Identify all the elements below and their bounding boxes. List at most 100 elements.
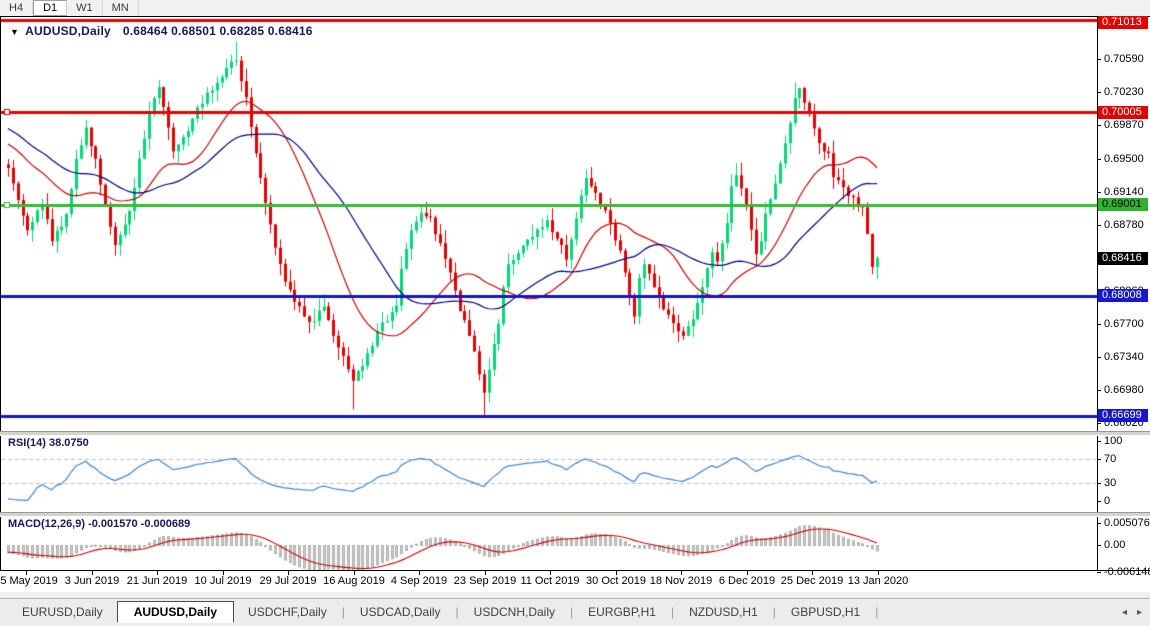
time-axis-strip [0, 571, 1150, 592]
date-label: 3 Jun 2019 [64, 575, 120, 587]
date-label: 10 Jul 2019 [194, 575, 252, 587]
date-label: 11 Oct 2019 [520, 575, 580, 587]
macd-tick-mark [1097, 523, 1101, 524]
date-label: 16 Aug 2019 [323, 575, 385, 587]
date-label: 4 Sep 2019 [390, 575, 448, 587]
date-tick-mark [26, 571, 27, 575]
date-label: 6 Dec 2019 [718, 575, 776, 587]
rsi-tick-mark [1097, 501, 1101, 502]
rsi-tick-mark [1097, 441, 1101, 442]
price-tick-mark [1097, 192, 1101, 193]
date-tick-mark [616, 571, 617, 575]
macd-tick-label: -0.006148 [1104, 566, 1150, 578]
date-label: 23 Sep 2019 [453, 575, 517, 587]
tab-separator: | [570, 605, 574, 619]
price-tick-label: 0.69500 [1104, 153, 1144, 165]
tab-separator: | [455, 605, 459, 619]
macd-tick-label: 0.005076 [1104, 517, 1150, 529]
chart-left-border [0, 16, 1, 571]
rsi-label: RSI(14) 38.0750 [8, 437, 89, 449]
chart-tab-eurgbp[interactable]: EURGBP,H1 [588, 605, 656, 619]
date-label: 21 Jun 2019 [126, 575, 188, 587]
timeframe-button-w1[interactable]: W1 [67, 0, 103, 16]
date-tick-mark [485, 571, 486, 575]
panel-divider-rsi-macd[interactable] [0, 512, 1150, 517]
price-chart-canvas[interactable] [1, 17, 1097, 431]
macd-tick-mark [1097, 545, 1101, 546]
rsi-tick-label: 30 [1104, 477, 1117, 489]
price-tick-label: 0.68780 [1104, 219, 1144, 231]
date-tick-mark [681, 571, 682, 575]
price-tick-label: 0.69870 [1104, 119, 1144, 131]
symbol-dropdown-icon[interactable]: ▼ [10, 27, 20, 37]
macd-tick-label: 0.00 [1104, 539, 1126, 551]
symbol-label: AUDUSD,Daily [25, 24, 111, 38]
price-tick-mark [1097, 324, 1101, 325]
price-tick-label: 0.67700 [1104, 318, 1144, 330]
price-axis-line [1097, 17, 1098, 570]
timeframe-button-mn[interactable]: MN [103, 0, 139, 16]
price-tick-label: 0.69140 [1104, 186, 1144, 198]
date-tick-mark [878, 571, 879, 575]
date-label: 30 Oct 2019 [586, 575, 646, 587]
price-tick-mark [1097, 225, 1101, 226]
date-label: 15 May 2019 [0, 575, 58, 587]
tab-separator: | [670, 605, 675, 619]
rsi-tick-label: 100 [1104, 435, 1123, 447]
tab-scroll-right-icon[interactable]: ▸ [1136, 607, 1142, 618]
chart-tab-usdcad[interactable]: USDCAD,Daily [359, 605, 441, 619]
level-badge-support: 0.68008 [1098, 289, 1148, 302]
level-badge-upper-resistance: 0.71013 [1098, 16, 1148, 29]
timeframe-button-d1[interactable]: D1 [33, 0, 68, 16]
level-badge-pivot: 0.69001 [1098, 198, 1148, 211]
rsi-indicator-canvas[interactable] [1, 434, 1097, 512]
price-tick-label: 0.67340 [1104, 351, 1144, 363]
price-tick-label: 0.70590 [1104, 53, 1144, 65]
macd-tick-mark [1097, 572, 1101, 573]
panel-divider-main-rsi[interactable] [0, 431, 1150, 436]
price-tick-mark [1097, 125, 1101, 126]
level-badge-lower-support: 0.66699 [1098, 409, 1148, 422]
price-tick-mark [1097, 59, 1101, 60]
chart-tab-nzdusd[interactable]: NZDUSD,H1 [689, 605, 758, 619]
rsi-tick-label: 0 [1104, 495, 1111, 507]
level-badge-resistance: 0.70005 [1098, 106, 1148, 119]
macd-label: MACD(12,26,9) -0.001570 -0.000689 [8, 518, 191, 530]
date-label: 13 Jan 2020 [847, 575, 909, 587]
chart-tab-usdcnh[interactable]: USDCNH,Daily [473, 605, 556, 619]
tab-scroll-buttons: ◂ ▸ [1122, 599, 1142, 626]
tab-separator: | [341, 605, 345, 619]
chart-title: ▼ AUDUSD,Daily 0.68464 0.68501 0.68285 0.6… [10, 24, 313, 38]
ohlc-values: 0.68464 0.68501 0.68285 0.68416 [122, 24, 313, 38]
chart-tab-gbpusd[interactable]: GBPUSD,H1 [790, 605, 861, 619]
date-tick-mark [550, 571, 551, 575]
chart-top-border [0, 16, 1150, 17]
date-label: 29 Jul 2019 [259, 575, 317, 587]
price-tick-mark [1097, 357, 1101, 358]
tab-separator: | [875, 605, 879, 619]
macd-indicator-canvas[interactable] [1, 515, 1097, 570]
date-tick-mark [419, 571, 420, 575]
tab-scroll-left-icon[interactable]: ◂ [1121, 607, 1127, 618]
price-tick-label: 0.70230 [1104, 86, 1144, 98]
chart-tab-eurusd[interactable]: EURUSD,Daily [22, 605, 103, 619]
rsi-tick-mark [1097, 459, 1101, 460]
chart-tab-usdchf[interactable]: USDCHF,Daily [248, 605, 327, 619]
date-tick-mark [223, 571, 224, 575]
rsi-tick-label: 70 [1104, 453, 1117, 465]
timeframe-button-h4[interactable]: H4 [0, 0, 34, 16]
tab-separator: | [772, 605, 776, 619]
date-tick-mark [157, 571, 158, 575]
date-tick-mark [288, 571, 289, 575]
price-tick-mark [1097, 159, 1101, 160]
date-tick-mark [747, 571, 748, 575]
price-tick-mark [1097, 92, 1101, 93]
date-label: 25 Dec 2019 [780, 575, 844, 587]
last-price-badge: 0.68416 [1098, 252, 1148, 265]
chart-tab-audusd[interactable]: AUDUSD,Daily [116, 601, 235, 623]
date-tick-mark [354, 571, 355, 575]
chart-tab-bar: EURUSD,Daily AUDUSD,Daily USDCHF,Daily | USD… [0, 598, 1150, 625]
date-tick-mark [92, 571, 93, 575]
date-tick-mark [812, 571, 813, 575]
price-tick-mark [1097, 423, 1101, 424]
